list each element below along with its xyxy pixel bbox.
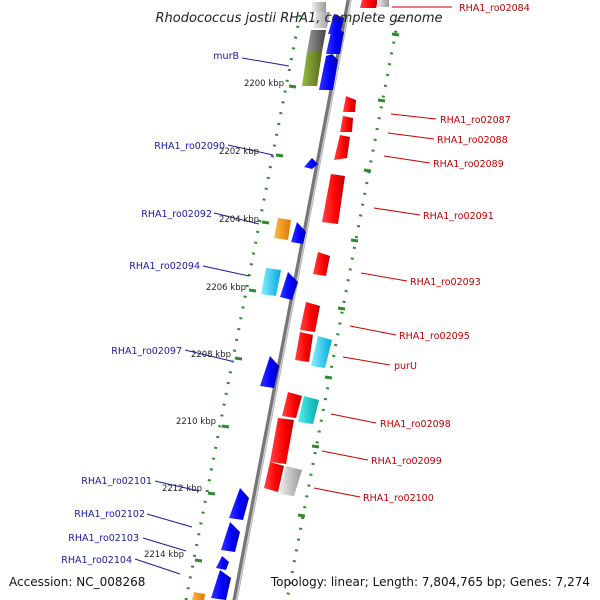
- gene-label-rha1-ro02089[interactable]: RHA1_ro02089: [433, 159, 504, 170]
- gene-label-rha1-ro02095[interactable]: RHA1_ro02095: [399, 331, 470, 342]
- page-title: Rhodococcus jostii RHA1, complete genome: [156, 11, 443, 26]
- gene-rha1-ro02092[interactable]: [274, 218, 291, 240]
- gene-label-puru[interactable]: purU: [394, 361, 417, 372]
- kbp-2210: 2210 kbp: [176, 417, 216, 427]
- gene-murb[interactable]: [302, 52, 322, 86]
- gene-rha1-ro02089[interactable]: [334, 135, 350, 160]
- gene-rha1-ro02088[interactable]: [340, 116, 353, 132]
- gene-label-rha1-ro02104[interactable]: RHA1_ro02104: [61, 555, 132, 566]
- gene-label-rha1-ro02090[interactable]: RHA1_ro02090: [154, 141, 225, 152]
- gene-label-rha1-ro02091[interactable]: RHA1_ro02091: [423, 211, 494, 222]
- reverse-gene-labels: murB RHA1_ro02090 RHA1_ro02092 RHA1_ro02094…: [61, 51, 239, 566]
- major-ticks: [194, 32, 400, 563]
- gene-blue-2198[interactable]: [319, 54, 338, 90]
- gene-rha1-ro02094[interactable]: [261, 268, 281, 296]
- gene-rha1-ro02090[interactable]: [304, 158, 318, 169]
- kbp-2214: 2214 kbp: [144, 550, 184, 560]
- gene-gray-top[interactable]: [312, 2, 326, 12]
- kbp-2204: 2204 kbp: [219, 215, 259, 225]
- gene-rha1-ro02093[interactable]: [313, 252, 330, 276]
- gene-rha1-ro02101[interactable]: [229, 488, 249, 520]
- gene-label-rha1-ro02087[interactable]: RHA1_ro02087: [440, 115, 511, 126]
- leader-lines: [134, 6, 452, 575]
- gene-rha1-ro02087[interactable]: [343, 96, 356, 112]
- kbp-2208: 2208 kbp: [191, 350, 231, 360]
- kbp-2206: 2206 kbp: [206, 283, 246, 293]
- gene-rha1-ro02098[interactable]: [298, 396, 319, 424]
- gene-label-rha1-ro02094[interactable]: RHA1_ro02094: [129, 261, 200, 272]
- gene-label-rha1-ro02092[interactable]: RHA1_ro02092: [141, 209, 212, 220]
- tick-track-right: [285, 19, 400, 600]
- gene-label-rha1-ro02099[interactable]: RHA1_ro02099: [371, 456, 442, 467]
- gene-orange-bottom[interactable]: [192, 592, 205, 600]
- gene-label-rha1-ro02102[interactable]: RHA1_ro02102: [74, 509, 145, 520]
- gene-red-ro02100-a[interactable]: [264, 462, 284, 492]
- gene-puru[interactable]: [311, 336, 332, 368]
- gene-rha1-ro02097[interactable]: [260, 356, 279, 388]
- kbp-2212: 2212 kbp: [162, 484, 202, 494]
- gene-blue-murb-neighbor[interactable]: [326, 28, 344, 54]
- gene-rha1-ro02102[interactable]: [221, 522, 240, 552]
- gene-label-rha1-ro02101[interactable]: RHA1_ro02101: [81, 476, 152, 487]
- gene-gray-pale[interactable]: [377, 0, 389, 7]
- gene-label-murb[interactable]: murB: [213, 51, 239, 62]
- genome-backbone-highlight: [235, 0, 352, 600]
- gene-label-rha1-ro02084[interactable]: RHA1_ro02084: [459, 3, 530, 14]
- tick-track-left: [184, 14, 302, 600]
- gene-label-rha1-ro02103[interactable]: RHA1_ro02103: [68, 533, 139, 544]
- gene-blue-ro02094-neighbor[interactable]: [280, 272, 298, 300]
- kbp-2202: 2202 kbp: [219, 147, 259, 157]
- gene-rha1-ro02100[interactable]: [279, 466, 302, 496]
- accession-text: Accession: NC_008268: [9, 575, 145, 589]
- gene-label-rha1-ro02093[interactable]: RHA1_ro02093: [410, 277, 481, 288]
- gene-label-rha1-ro02098[interactable]: RHA1_ro02098: [380, 419, 451, 430]
- gene-lightgray-top[interactable]: [313, 12, 330, 28]
- gene-rha1-ro02104[interactable]: [211, 570, 231, 600]
- gene-red-ro02095-b[interactable]: [295, 332, 313, 362]
- forward-gene-labels: RHA1_ro02084 RHA1_ro02087 RHA1_ro02088 RHA1…: [363, 3, 530, 504]
- gene-blue-ro02092-neighbor[interactable]: [291, 222, 306, 244]
- gene-rha1-ro02103[interactable]: [216, 556, 229, 570]
- kbp-2200: 2200 kbp: [244, 79, 284, 89]
- gene-rha1-ro02095[interactable]: [300, 302, 320, 332]
- genome-summary: Topology: linear; Length: 7,804,765 bp; …: [270, 575, 590, 589]
- gene-rha1-ro02091[interactable]: [322, 174, 345, 224]
- gene-label-rha1-ro02100[interactable]: RHA1_ro02100: [363, 493, 434, 504]
- gene-rha1-ro02084[interactable]: [360, 0, 378, 8]
- gene-label-rha1-ro02097[interactable]: RHA1_ro02097: [111, 346, 182, 357]
- kbp-labels: 2200 kbp 2202 kbp 2204 kbp 2206 kbp 2208 kbp…: [144, 79, 284, 560]
- gene-label-rha1-ro02088[interactable]: RHA1_ro02088: [437, 135, 508, 146]
- gene-red-ro02098-a[interactable]: [282, 392, 302, 418]
- gene-rha1-ro02099[interactable]: [270, 418, 294, 464]
- gene-darkgray[interactable]: [307, 30, 326, 52]
